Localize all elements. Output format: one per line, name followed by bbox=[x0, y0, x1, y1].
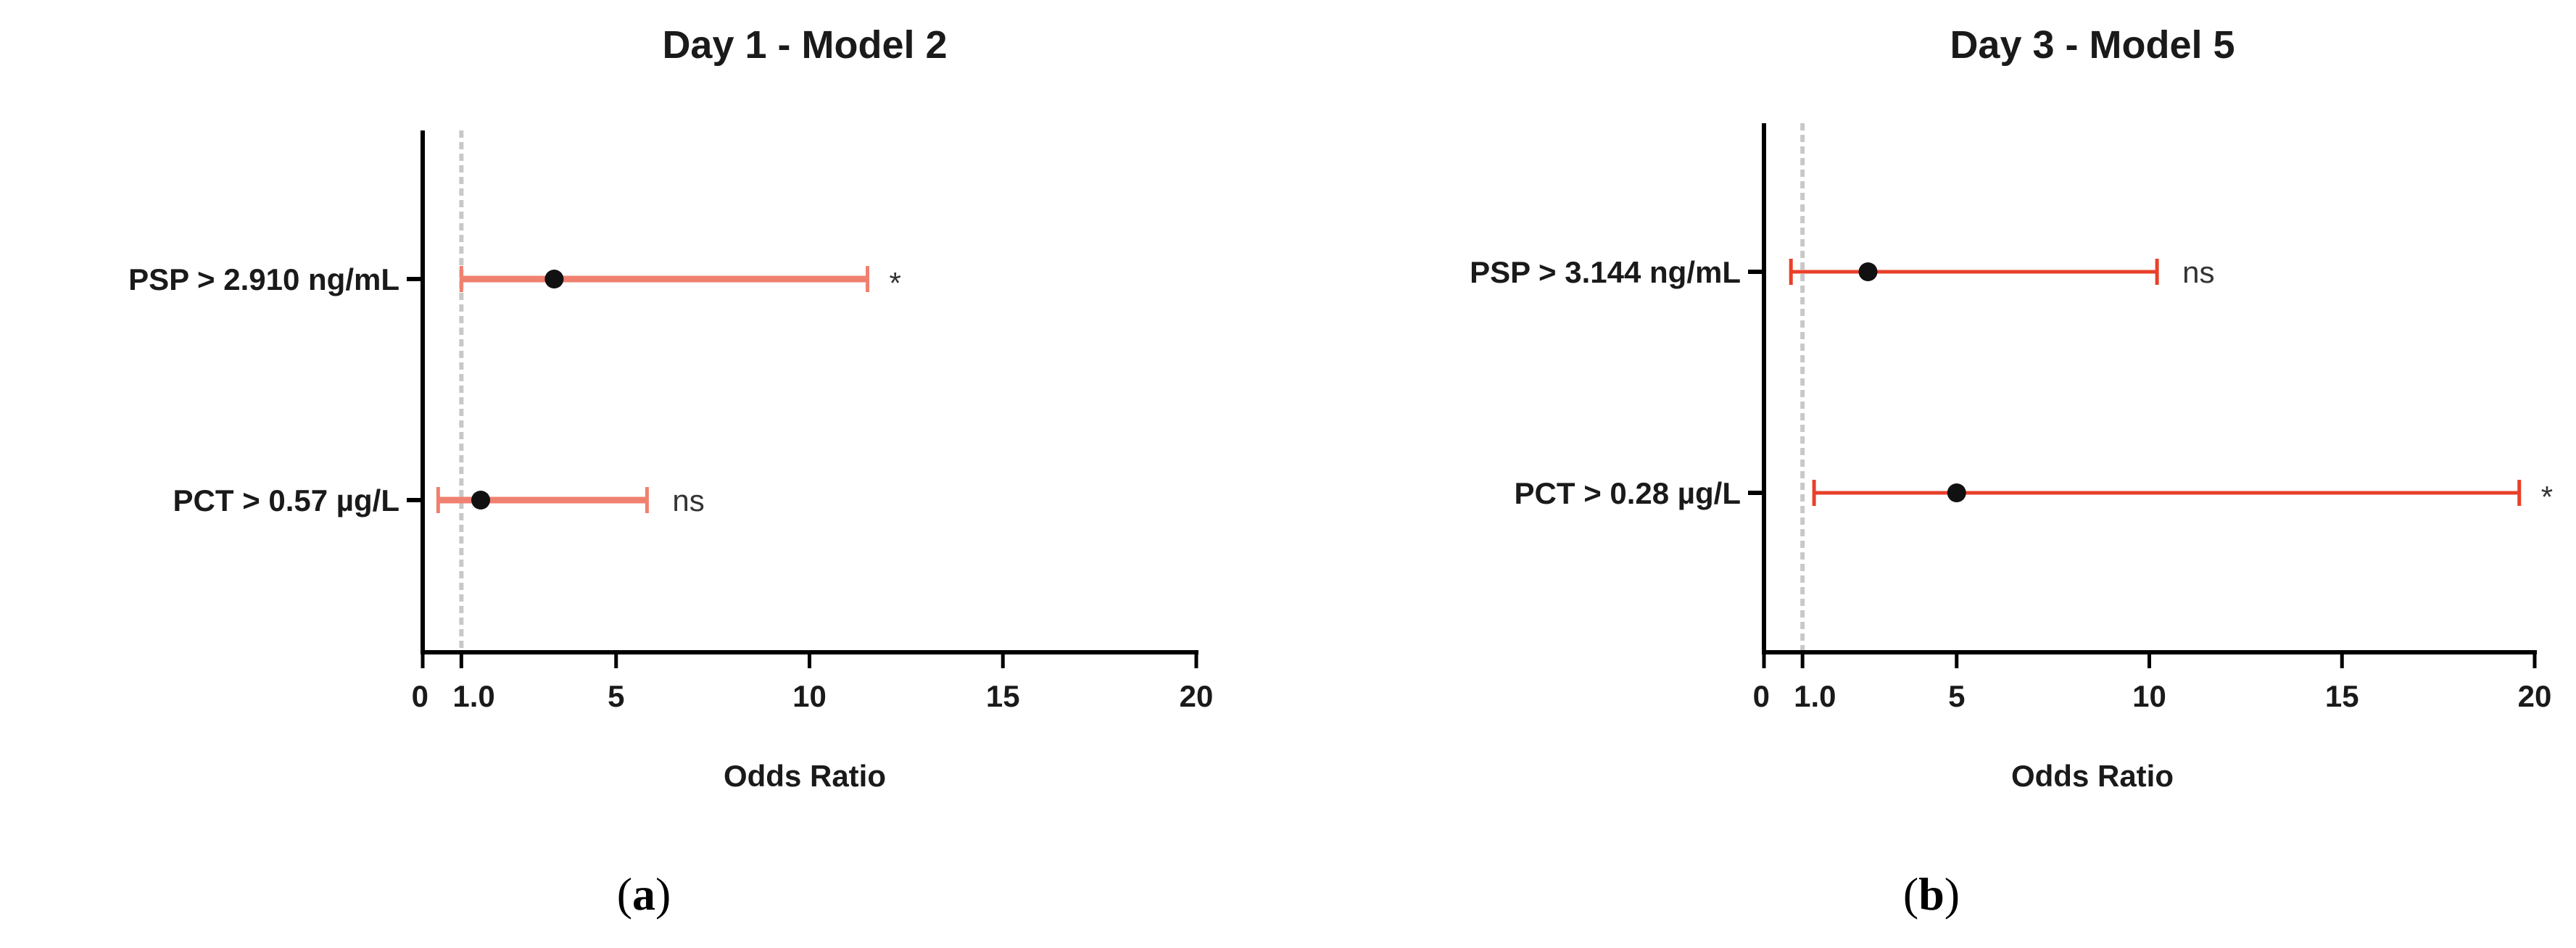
x-axis-label: Odds Ratio bbox=[724, 759, 886, 793]
x-tick-label: 5 bbox=[1948, 679, 1965, 713]
x-tick-label: 0 bbox=[1753, 679, 1770, 713]
panel-caption: (b) bbox=[1903, 868, 1960, 920]
significance-annotation: * bbox=[2541, 480, 2553, 514]
x-tick-label: 0 bbox=[412, 679, 428, 713]
odds-ratio-point bbox=[1858, 262, 1878, 281]
y-tick-label: PSP > 2.910 ng/mL bbox=[128, 262, 399, 296]
chart-panel-a: Day 1 - Model 2 Odds Ratio (a) 0 1.0 5 10 15… bbox=[128, 23, 1214, 920]
x-tick-label: 20 bbox=[1180, 679, 1214, 713]
x-axis-label: Odds Ratio bbox=[2011, 759, 2174, 793]
significance-annotation: * bbox=[890, 266, 901, 300]
x-tick-label: 5 bbox=[608, 679, 624, 713]
x-tick-label: 15 bbox=[986, 679, 1020, 713]
odds-ratio-point bbox=[544, 270, 564, 288]
x-tick-label: 1.0 bbox=[1794, 679, 1836, 713]
x-tick-label: 10 bbox=[2132, 679, 2166, 713]
x-tick-label: 1.0 bbox=[452, 679, 494, 713]
chart-title: Day 1 - Model 2 bbox=[662, 23, 947, 67]
y-tick-label: PCT > 0.57 µg/L bbox=[173, 483, 399, 517]
y-tick-label: PCT > 0.28 µg/L bbox=[1515, 476, 1741, 510]
chart-panel-b: Day 3 - Model 5 Odds Ratio (b) 0 1.0 5 10 15… bbox=[1288, 0, 2576, 948]
x-tick-label: 10 bbox=[792, 679, 827, 713]
forest-plot-a: Day 1 - Model 2 Odds Ratio (a) 0 1.0 5 10 15… bbox=[128, 23, 1214, 920]
odds-ratio-point bbox=[1947, 483, 1966, 502]
significance-annotation: ns bbox=[672, 483, 704, 517]
odds-ratio-point bbox=[471, 491, 491, 510]
forest-plot-b: Day 3 - Model 5 Odds Ratio (b) 0 1.0 5 10 15… bbox=[1470, 23, 2553, 920]
y-tick-label: PSP > 3.144 ng/mL bbox=[1470, 255, 1741, 289]
significance-annotation: ns bbox=[2182, 255, 2214, 289]
x-tick-label: 20 bbox=[2518, 679, 2552, 713]
x-tick-label: 15 bbox=[2325, 679, 2359, 713]
panel-caption: (a) bbox=[617, 868, 671, 920]
chart-title: Day 3 - Model 5 bbox=[1950, 23, 2235, 67]
